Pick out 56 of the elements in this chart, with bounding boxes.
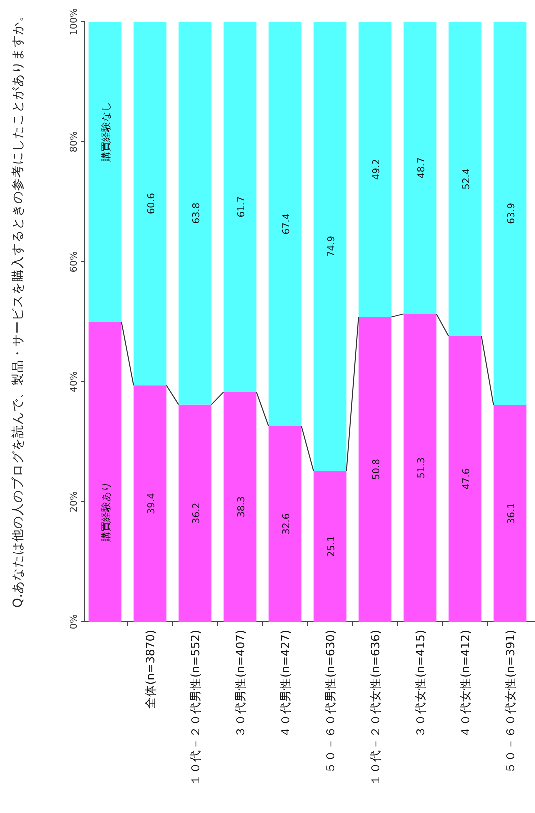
series-label: 購買経験あり (100, 482, 112, 542)
data-label: 47.6 (461, 468, 472, 490)
bar (268, 426, 302, 622)
data-label: 39.4 (146, 493, 158, 514)
data-label: 63.8 (191, 202, 202, 224)
bar (88, 322, 122, 622)
data-label: 36.1 (506, 503, 518, 524)
bar (224, 392, 257, 622)
bar (494, 22, 527, 406)
bar (134, 22, 167, 386)
y-tick-label: 60% (69, 251, 80, 273)
bar (178, 22, 212, 405)
bar (224, 22, 257, 392)
data-label: 74.9 (326, 236, 338, 258)
series-label: 購買経験なし (100, 102, 112, 162)
bar (134, 386, 167, 622)
data-label: 60.6 (146, 193, 158, 214)
x-tick-label: ４０代女性(n=412) (458, 630, 472, 738)
data-label: 48.7 (416, 158, 428, 179)
data-label: 52.4 (461, 168, 472, 190)
bar (448, 22, 482, 336)
bar (268, 22, 302, 426)
x-tick-label: ４０代男性(n=427) (278, 630, 292, 738)
x-tick-label: １０代－２０代女性(n=636) (368, 630, 382, 786)
data-label: 50.8 (371, 459, 382, 480)
bar (404, 314, 437, 622)
bar (358, 317, 392, 622)
x-tick-label: ５０－６０代男性(n=630) (323, 630, 338, 774)
bar (494, 405, 527, 622)
data-label: 38.3 (236, 496, 248, 518)
y-tick-label: 20% (69, 491, 80, 513)
x-tick-label: 全体(n=3870) (143, 630, 158, 710)
bar (88, 22, 122, 322)
x-tick-label: ３０代男性(n=407) (233, 630, 248, 738)
bar (178, 404, 212, 622)
bar (314, 471, 347, 622)
data-label: 51.3 (416, 458, 428, 479)
bar (404, 22, 437, 314)
data-label: 49.2 (371, 159, 382, 180)
data-label: 36.2 (191, 502, 202, 524)
bar (358, 22, 392, 318)
data-label: 25.1 (326, 536, 338, 558)
bar (314, 22, 347, 472)
data-label: 67.4 (281, 214, 292, 235)
y-tick-label: 40% (69, 371, 80, 393)
x-tick-label: ５０－６０代女性(n=391) (503, 630, 518, 774)
y-tick-label: 0% (69, 614, 80, 630)
data-label: 61.7 (236, 196, 248, 218)
data-label: 32.6 (281, 514, 292, 535)
y-tick-label: 80% (69, 131, 80, 153)
x-tick-label: ３０代女性(n=415) (413, 630, 428, 738)
y-tick-label: 100% (69, 8, 80, 36)
data-label: 63.9 (506, 203, 518, 224)
text: Q.あなたは他の人のブログを読んで、製品・サービスを購入するときの参考にしたことがありますか。 (10, 9, 25, 608)
bar (448, 336, 482, 622)
x-tick-label: １０代－２０代男性(n=552) (188, 630, 202, 786)
